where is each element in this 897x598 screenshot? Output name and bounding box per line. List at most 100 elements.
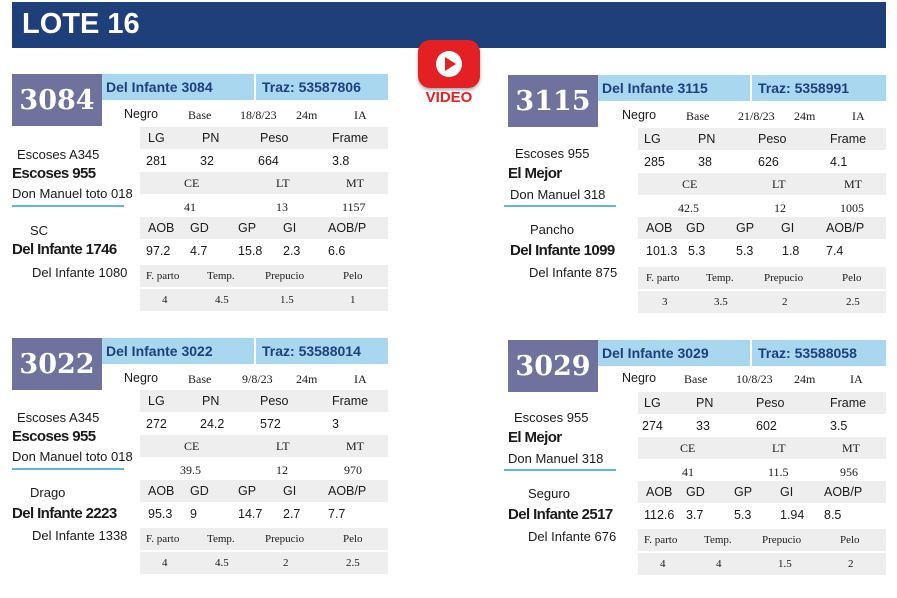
prepucio-label: Prepucio bbox=[762, 534, 802, 546]
pelo-value: 2 bbox=[848, 558, 854, 570]
pn-label: PN bbox=[202, 394, 220, 408]
values-row-1: 281 32 664 3.8 bbox=[140, 150, 388, 172]
video-label[interactable]: VIDEO bbox=[425, 89, 473, 106]
lt-label: LT bbox=[772, 177, 786, 191]
temp-label: Temp. bbox=[706, 272, 734, 284]
prepucio-value: 2 bbox=[782, 296, 788, 308]
pedigree-sire-of-sire: Escoses 955 bbox=[515, 146, 590, 161]
gd-value: 5.3 bbox=[688, 244, 706, 258]
ce-label: CE bbox=[184, 176, 200, 190]
gd-value: 9 bbox=[190, 507, 197, 521]
peso-value: 664 bbox=[258, 154, 279, 168]
values-row-2: 39.5 12 970 bbox=[140, 458, 388, 480]
values-row-3: 101.3 5.3 5.3 1.8 7.4 bbox=[638, 240, 886, 262]
pn-label: PN bbox=[696, 396, 714, 410]
mt-value: 970 bbox=[344, 463, 362, 477]
header-row-1: LG PN Peso Frame bbox=[140, 390, 388, 412]
video-button[interactable]: VIDEO bbox=[418, 40, 480, 110]
values-row-3: 112.6 3.7 5.3 1.94 8.5 bbox=[638, 504, 886, 526]
values-row-2: 41 13 1157 bbox=[140, 195, 388, 217]
lot-number: 3029 bbox=[508, 340, 598, 392]
header-row-1: LG PN Peso Frame bbox=[638, 392, 886, 414]
ce-value: 42.5 bbox=[678, 201, 699, 215]
peso-label: Peso bbox=[260, 131, 289, 145]
gp-label: GP bbox=[736, 221, 755, 235]
temp-label: Temp. bbox=[207, 270, 235, 282]
fparto-label: F. parto bbox=[146, 270, 180, 282]
prepucio-value: 2 bbox=[283, 557, 289, 569]
pn-value: 24.2 bbox=[200, 417, 225, 431]
gp-label: GP bbox=[734, 485, 753, 499]
gd-label: GD bbox=[686, 221, 705, 235]
aobp-value: 7.7 bbox=[328, 507, 346, 521]
header-row-2: CE LT MT bbox=[140, 435, 388, 457]
ce-value: 41 bbox=[682, 465, 694, 479]
gi-label: GI bbox=[781, 221, 795, 235]
gd-value: 3.7 bbox=[686, 508, 704, 522]
fparto-value: 3 bbox=[662, 296, 668, 308]
gp-value: 5.3 bbox=[736, 244, 754, 258]
ce-value: 39.5 bbox=[180, 463, 201, 477]
pedigree-dam-of-sire: Don Manuel 318 bbox=[510, 187, 606, 202]
pedigree-dam-of-sire: Don Manuel toto 018 bbox=[12, 186, 133, 201]
values-row-3: 95.3 9 14.7 2.7 7.7 bbox=[140, 503, 388, 525]
gp-label: GP bbox=[238, 484, 257, 498]
mt-value: 1157 bbox=[342, 200, 366, 214]
prepucio-value: 1.5 bbox=[778, 558, 792, 570]
pedigree-dam: Del Infante 1099 bbox=[510, 242, 615, 259]
frame-value: 3.8 bbox=[332, 154, 350, 168]
pedigree-sire-of-sire: Escoses 955 bbox=[514, 410, 589, 425]
pedigree-divider bbox=[12, 468, 124, 470]
pedigree-sire: El Mejor bbox=[508, 429, 562, 446]
frame-value: 3.5 bbox=[830, 419, 848, 433]
base-label: Base bbox=[684, 372, 708, 386]
lg-label: LG bbox=[644, 396, 661, 410]
frame-value: 3 bbox=[332, 417, 339, 431]
ia-label: IA bbox=[354, 372, 367, 386]
mt-label: MT bbox=[842, 441, 860, 455]
lt-value: 12 bbox=[774, 201, 786, 215]
values-row-4: 4 4.5 2 2.5 bbox=[140, 552, 388, 574]
ia-label: IA bbox=[354, 108, 367, 122]
play-icon[interactable] bbox=[418, 40, 480, 88]
pelo-value: 1 bbox=[350, 294, 356, 306]
fparto-label: F. parto bbox=[644, 534, 678, 546]
temp-label: Temp. bbox=[207, 533, 235, 545]
lt-label: LT bbox=[772, 441, 786, 455]
lot-number: 3115 bbox=[508, 75, 598, 127]
fparto-label: F. parto bbox=[146, 533, 180, 545]
coat-color: Negro bbox=[124, 107, 159, 121]
header-row-3: AOB GD GP GI AOB/P bbox=[638, 217, 886, 239]
gp-value: 5.3 bbox=[734, 508, 752, 522]
pelo-label: Pelo bbox=[840, 534, 860, 546]
gp-value: 15.8 bbox=[238, 244, 263, 258]
prepucio-value: 1.5 bbox=[280, 294, 294, 306]
prepucio-label: Prepucio bbox=[764, 272, 804, 284]
pedigree-dam-of-dam: Del Infante 875 bbox=[529, 265, 618, 280]
lot-card: 3084 Del Infante 3084 Traz: 53587806 Neg… bbox=[12, 74, 392, 314]
fparto-value: 4 bbox=[162, 294, 168, 306]
gi-value: 1.94 bbox=[780, 508, 805, 522]
peso-value: 626 bbox=[758, 155, 779, 169]
header-row-4: F. parto Temp. Prepucio Pelo bbox=[638, 529, 886, 551]
gi-label: GI bbox=[283, 221, 297, 235]
aob-value: 95.3 bbox=[148, 507, 173, 521]
aob-value: 101.3 bbox=[646, 244, 678, 258]
peso-label: Peso bbox=[758, 132, 787, 146]
values-row-1: 285 38 626 4.1 bbox=[638, 151, 886, 173]
fparto-label: F. parto bbox=[646, 272, 680, 284]
mt-value: 956 bbox=[840, 465, 858, 479]
pedigree-divider bbox=[12, 205, 124, 207]
prepucio-label: Prepucio bbox=[265, 270, 305, 282]
base-label: Base bbox=[686, 109, 710, 123]
frame-value: 4.1 bbox=[830, 155, 848, 169]
header-row-3: AOB GD GP GI AOB/P bbox=[140, 217, 388, 239]
ce-label: CE bbox=[680, 441, 696, 455]
pedigree-divider bbox=[504, 469, 616, 471]
lt-value: 11.5 bbox=[768, 465, 789, 479]
prepucio-label: Prepucio bbox=[265, 533, 305, 545]
header-row-2: CE LT MT bbox=[638, 173, 886, 195]
frame-label: Frame bbox=[830, 132, 867, 146]
pedigree-sire-of-sire: Escoses A345 bbox=[17, 147, 100, 162]
lg-label: LG bbox=[148, 131, 165, 145]
